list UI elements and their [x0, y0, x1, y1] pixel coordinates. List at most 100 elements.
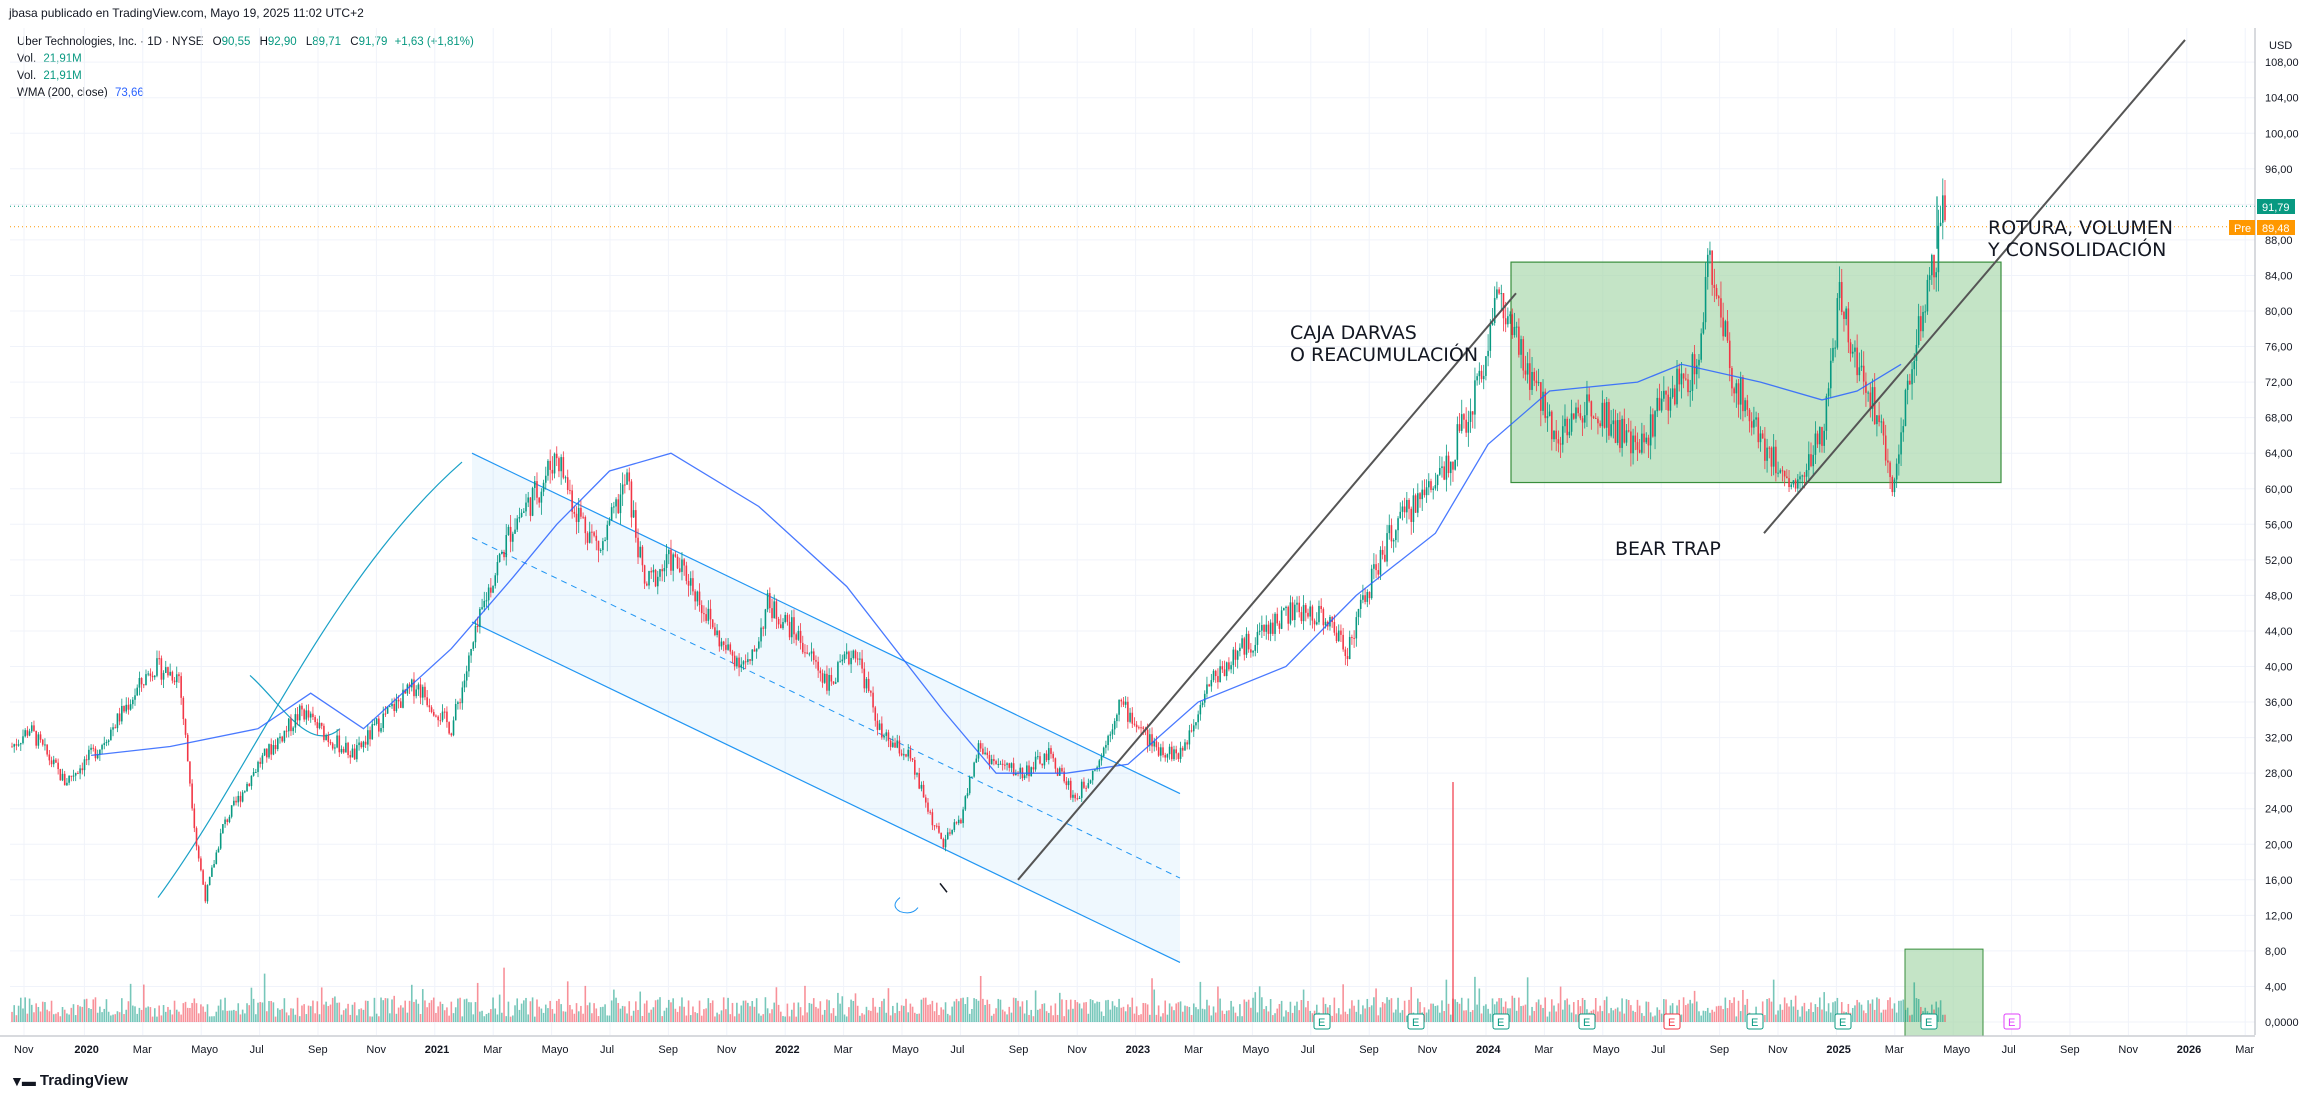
candle-body	[837, 662, 839, 683]
candle-body	[1693, 354, 1696, 375]
candle-body	[1507, 316, 1509, 325]
volume-bar	[672, 998, 674, 1022]
time-tick-label: 2022	[775, 1044, 799, 1056]
volume-bar	[1054, 1003, 1057, 1022]
volume-bar	[1794, 995, 1797, 1022]
volume-bar	[637, 1009, 639, 1022]
time-tick-label: Mar	[1534, 1044, 1553, 1056]
candle-body	[650, 571, 653, 573]
volume-bar	[1428, 1009, 1430, 1022]
volume-bar	[896, 1002, 899, 1022]
volume-bar	[654, 1000, 657, 1022]
volume-bar	[439, 1001, 442, 1022]
candle-body	[283, 730, 286, 742]
time-tick-label: Mayo	[542, 1044, 569, 1056]
volume-bar	[588, 1002, 591, 1022]
candle-body	[635, 510, 637, 538]
time-tick-label: 2024	[1476, 1044, 1501, 1056]
volume-bar	[149, 1007, 152, 1022]
candle-body	[1188, 730, 1191, 745]
candle-body	[1269, 622, 1272, 634]
candle-body	[1001, 763, 1004, 765]
volume-bar	[973, 998, 975, 1022]
volume-bar	[276, 1008, 279, 1022]
volume-bar	[632, 1010, 635, 1022]
volume-bar	[872, 997, 874, 1022]
volume-bar	[1069, 999, 1072, 1022]
candle-body	[780, 624, 782, 629]
candle-body	[1770, 447, 1773, 467]
volume-bar	[876, 1012, 879, 1022]
candle-body	[551, 469, 554, 474]
tradingview-logo[interactable]: ▼▬ TradingView	[10, 1072, 128, 1089]
candle-body	[990, 759, 993, 765]
symbol-title[interactable]: Uber Technologies, Inc. · 1D · NYSE	[17, 36, 204, 48]
pre-label-tag	[2229, 220, 2255, 235]
volume-bar	[753, 1006, 756, 1022]
volume-bar	[1652, 1016, 1654, 1022]
volume-bar	[312, 1000, 314, 1022]
volume-bar	[1250, 1007, 1252, 1022]
volume-bar	[617, 1002, 620, 1022]
price-tick-label: 36,00	[2265, 697, 2293, 709]
volume-bar	[428, 1002, 431, 1022]
candle-body	[1280, 610, 1283, 629]
candle-body	[555, 453, 558, 459]
volume-bar	[90, 1009, 92, 1022]
candle-body	[1037, 756, 1039, 758]
symbol-row[interactable]: Uber Technologies, Inc. · 1D · NYSE O90,…	[17, 34, 474, 51]
candle-body	[1566, 418, 1568, 436]
volume-bar	[270, 1000, 272, 1022]
candle-body	[1199, 705, 1202, 715]
candle-body	[670, 549, 672, 571]
candle-body	[395, 699, 398, 712]
volume-bar	[1594, 997, 1597, 1022]
volume-bar	[1656, 1007, 1659, 1022]
candle-body	[50, 760, 53, 765]
candle-body	[415, 689, 417, 697]
candle-body	[615, 499, 617, 507]
volume-bar	[1645, 1001, 1648, 1022]
volume-bar	[1496, 1001, 1498, 1022]
candle-body	[826, 673, 828, 691]
candle-body	[1884, 435, 1887, 461]
volume-bar	[1518, 997, 1520, 1022]
earnings-icon	[1834, 1013, 1852, 1030]
volume-bar	[544, 1004, 547, 1022]
volume-bar	[602, 1006, 604, 1022]
volume-bar	[1030, 1009, 1033, 1022]
candle-body	[775, 601, 778, 619]
volume-bar	[962, 997, 964, 1022]
volume-spike-bar	[1452, 782, 1454, 1022]
candle-body	[375, 718, 378, 724]
candle-body	[1028, 765, 1030, 777]
volume-bar	[99, 1006, 101, 1022]
volume-bar	[848, 1007, 850, 1022]
candle-body	[1871, 387, 1874, 409]
candle-body	[164, 667, 167, 673]
wma-row[interactable]: WMA (200, close) 73,66	[17, 85, 474, 102]
volume-bar	[1935, 1001, 1938, 1022]
candle-body	[1140, 727, 1142, 729]
candle-body	[1076, 798, 1079, 800]
candle-body	[1307, 612, 1309, 617]
candle-body	[533, 481, 536, 488]
volume-bar	[193, 998, 196, 1022]
candle-body	[692, 578, 694, 592]
volume-bar	[1289, 1001, 1292, 1022]
volume-bar	[832, 1008, 835, 1022]
volume-bar	[1302, 989, 1305, 1022]
candle-body	[270, 744, 272, 755]
volume-row-2[interactable]: Vol. 21,91M	[17, 68, 474, 85]
volume-bar	[404, 1000, 406, 1022]
price-tick-label: 108,00	[2265, 57, 2299, 69]
candle-body	[465, 671, 468, 681]
volume-bar	[1265, 1006, 1268, 1022]
volume-bar	[1131, 997, 1134, 1022]
candle-body	[971, 776, 973, 778]
candle-body	[1790, 484, 1793, 488]
volume-bar	[397, 1007, 400, 1022]
candle-body	[1638, 449, 1641, 453]
candle-body	[1019, 767, 1022, 773]
